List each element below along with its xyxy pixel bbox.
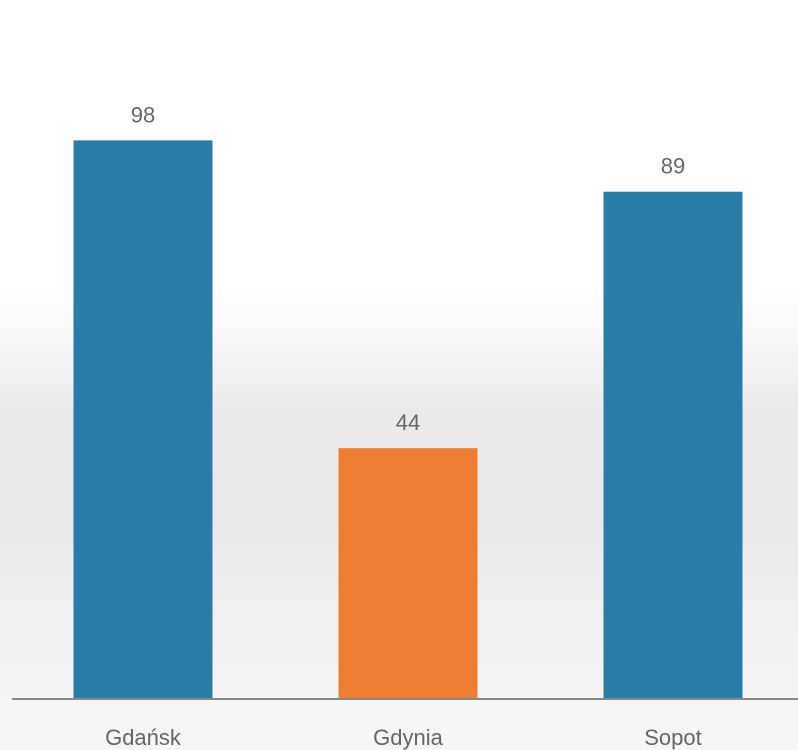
value-label-gdansk: 98 xyxy=(131,102,155,127)
x-tick-label-gdynia: Gdynia xyxy=(373,725,443,750)
x-tick-label-gdansk: Gdańsk xyxy=(105,725,182,750)
bars-group xyxy=(73,140,743,699)
bar-gdansk xyxy=(73,140,213,699)
bar-sopot xyxy=(603,191,743,699)
value-label-gdynia: 44 xyxy=(396,410,420,435)
value-labels-group: 98 44 89 xyxy=(131,102,685,435)
bar-gdynia xyxy=(338,448,478,699)
x-tick-label-sopot: Sopot xyxy=(644,725,702,750)
x-tick-labels-group: Gdańsk Gdynia Sopot xyxy=(105,725,702,750)
value-label-sopot: 89 xyxy=(661,154,685,179)
